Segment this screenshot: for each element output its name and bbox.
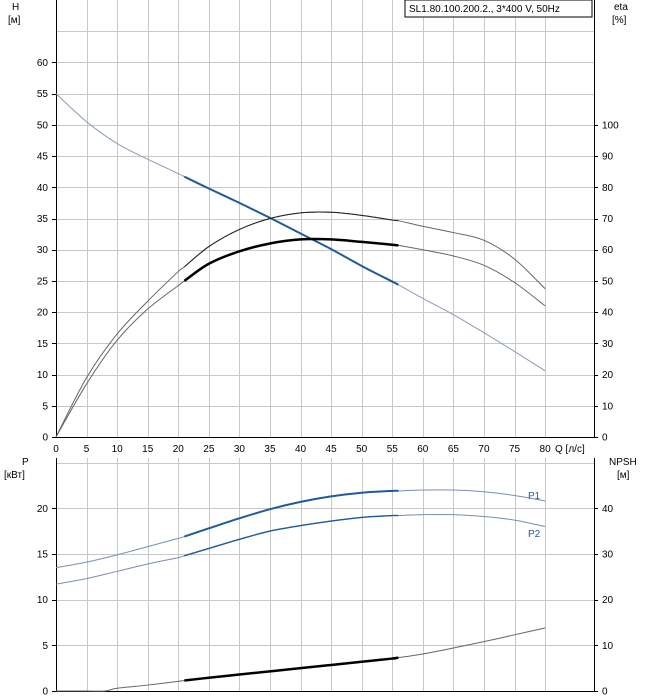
y-left-tick-label: 5 xyxy=(42,401,48,412)
y-right-tick-label: 100 xyxy=(602,120,619,131)
x-tick-label: 25 xyxy=(203,444,215,455)
y-right-tick-label: 0 xyxy=(602,433,608,444)
y-right-tick-label: 10 xyxy=(602,401,614,412)
series-line-0-4 xyxy=(55,238,546,438)
x-tick-label: 30 xyxy=(234,444,246,455)
y-right-tick-label: 70 xyxy=(602,214,614,225)
y-left-label-power-unit: [кВт] xyxy=(4,470,25,481)
series-line-0-5 xyxy=(183,237,399,282)
y-right-tick-label: 10 xyxy=(602,641,614,652)
y-left-label-unit: [м] xyxy=(8,15,21,26)
y-left-label-symbol: H xyxy=(12,2,19,13)
series-line-0-0 xyxy=(55,93,546,372)
y-right-tick-label: 20 xyxy=(602,595,614,606)
y-left-label-power-symbol: P xyxy=(22,457,29,468)
y-left-tick-label: 0 xyxy=(42,433,48,444)
x-tick-label: 65 xyxy=(448,444,460,455)
y-right-tick-label: 60 xyxy=(602,245,614,256)
power-npsh-panel: 0 5 10 15 20 0 10 20 30 40 P [кВт] NPSH [м] P1 P2 xyxy=(4,457,637,698)
y-right-tick-label: 50 xyxy=(602,276,614,287)
y-right-tick-label: 40 xyxy=(602,308,614,319)
y-left-tick-label: 60 xyxy=(37,58,49,69)
y-left-tick-label: 0 xyxy=(42,687,48,698)
y-left-tick-label: 35 xyxy=(37,214,49,225)
model-header-text: SL1.80.100.200.2., 3*400 V, 50Hz xyxy=(409,4,560,15)
y-left-tick-label: 10 xyxy=(37,370,49,381)
y-right-label-symbol: eta xyxy=(614,2,628,13)
y-left-tick-label: 10 xyxy=(37,595,49,606)
x-axis-label: Q [л/с] xyxy=(555,444,585,455)
y-left-tick-label: 40 xyxy=(37,183,49,194)
x-tick-label: 50 xyxy=(356,444,368,455)
x-tick-label: 75 xyxy=(509,444,521,455)
y-left-tick-label: 30 xyxy=(37,245,49,256)
model-header: SL1.80.100.200.2., 3*400 V, 50Hz xyxy=(404,0,593,18)
model-header-box xyxy=(404,0,593,18)
x-tick-label: 45 xyxy=(326,444,338,455)
y-left-tick-label: 25 xyxy=(37,276,49,287)
y-right-tick-label: 80 xyxy=(602,183,614,194)
series-line-1-1 xyxy=(184,489,399,538)
x-tick-label: 0 xyxy=(53,444,59,455)
y-right-label-npsh-symbol: NPSH xyxy=(609,457,637,468)
head-efficiency-panel: 0510152025303540455055600102030405060708… xyxy=(8,0,628,455)
series-line-1-4 xyxy=(56,627,546,692)
y-left-tick-label: 20 xyxy=(37,308,49,319)
y-left-tick-label: 15 xyxy=(37,339,49,350)
series-label-p2: P2 xyxy=(528,529,541,540)
y-right-tick-label: 30 xyxy=(602,549,614,560)
x-tick-label: 5 xyxy=(84,444,90,455)
series-label-p1: P1 xyxy=(528,491,541,502)
y-right-label-unit: [%] xyxy=(612,15,627,26)
x-tick-label: 55 xyxy=(387,444,399,455)
x-tick-label: 15 xyxy=(142,444,154,455)
y-left-tick-label: 15 xyxy=(37,549,49,560)
x-tick-label: 10 xyxy=(112,444,124,455)
x-tick-label: 40 xyxy=(295,444,307,455)
y-left-tick-label: 45 xyxy=(37,152,49,163)
series-line-0-1 xyxy=(183,175,399,286)
y-right-tick-label: 0 xyxy=(602,687,608,698)
series-line-0-2 xyxy=(55,211,546,438)
y-right-tick-label: 40 xyxy=(602,504,614,515)
y-right-label-npsh-unit: [м] xyxy=(617,470,630,481)
y-right-tick-label: 90 xyxy=(602,152,614,163)
series-line-0-3 xyxy=(184,211,399,268)
x-tick-label: 35 xyxy=(264,444,276,455)
x-tick-label: 60 xyxy=(417,444,429,455)
x-tick-label: 70 xyxy=(478,444,490,455)
series-line-1-3 xyxy=(184,514,399,557)
y-left-tick-label: 50 xyxy=(37,120,49,131)
y-right-tick-label: 30 xyxy=(602,339,614,350)
y-left-tick-label: 5 xyxy=(42,641,48,652)
x-tick-label: 80 xyxy=(540,444,552,455)
x-tick-label: 20 xyxy=(173,444,185,455)
y-left-tick-label: 55 xyxy=(37,89,49,100)
y-right-tick-label: 20 xyxy=(602,370,614,381)
series-line-1-5 xyxy=(184,656,399,682)
y-left-tick-label: 20 xyxy=(37,504,49,515)
